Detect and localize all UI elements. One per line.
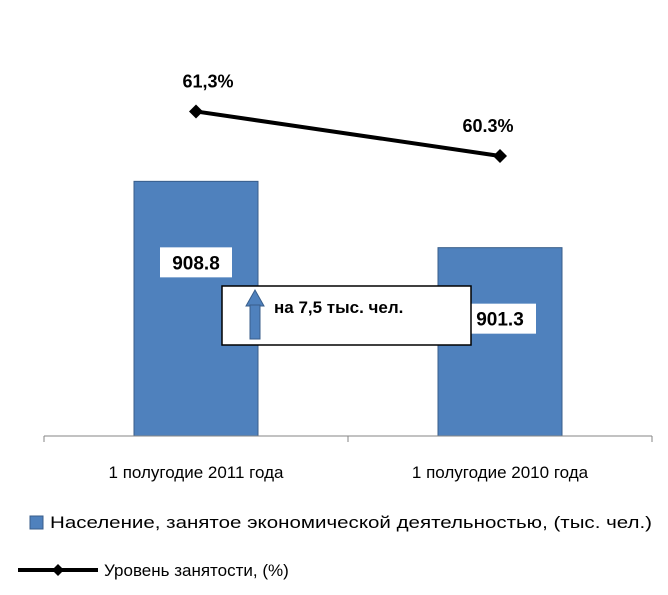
- line-series: [195, 109, 501, 158]
- change-callout: на 7,5 тыс. чел.: [221, 285, 472, 346]
- line-value-label: 61,3%: [182, 71, 233, 91]
- category-label: 1 полугодие 2011 года: [109, 463, 284, 482]
- line-layer: 61,3% 60.3%: [182, 71, 514, 163]
- line-point: [189, 104, 203, 119]
- legend-swatch-bar: [29, 515, 44, 530]
- legend-item-line: Уровень занятости, (%): [18, 561, 289, 580]
- bar-labels: 908.8 901.3: [160, 247, 536, 334]
- bar-value-label: 901.3: [476, 310, 524, 331]
- category-labels: 1 полугодие 2011 года 1 полугодие 2010 го…: [109, 463, 589, 482]
- legend-label-line: Уровень занятости, (%): [104, 561, 289, 580]
- line-point: [493, 148, 507, 163]
- callout-text: на 7,5 тыс. чел.: [274, 298, 403, 317]
- bar-value-label: 908.8: [172, 253, 220, 274]
- legend-swatch-marker: [52, 564, 64, 576]
- bar-value-label-bg: [464, 303, 536, 334]
- up-arrow-icon: [245, 288, 265, 340]
- legend-item-bars: Население, занятое экономической деятель…: [29, 513, 652, 532]
- callout-box: [221, 285, 472, 346]
- legend: Население, занятое экономической деятель…: [18, 513, 652, 580]
- bar-value-label-bg: [160, 247, 232, 278]
- line-value-label: 60.3%: [462, 116, 513, 136]
- legend-label-bars: Население, занятое экономической деятель…: [50, 513, 652, 532]
- category-label: 1 полугодие 2010 года: [412, 463, 589, 482]
